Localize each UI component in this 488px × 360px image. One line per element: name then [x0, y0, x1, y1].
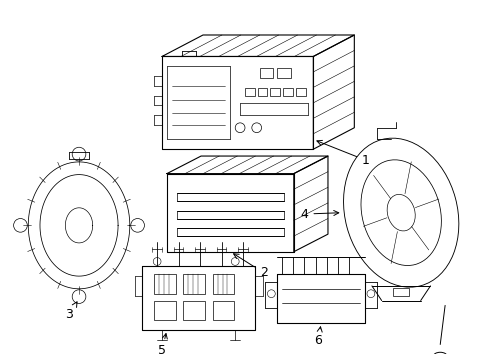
Text: 3: 3	[65, 302, 77, 321]
Bar	[154, 274, 175, 294]
Bar	[212, 301, 234, 320]
Bar	[432, 356, 446, 360]
Bar	[259, 68, 273, 78]
Text: 4: 4	[300, 208, 338, 221]
Bar	[244, 88, 254, 95]
Bar	[283, 88, 292, 95]
Text: 1: 1	[316, 140, 369, 167]
Bar	[270, 88, 280, 95]
Bar	[212, 274, 234, 294]
Bar	[392, 288, 408, 296]
Bar	[295, 88, 305, 95]
Bar	[257, 88, 267, 95]
Bar	[183, 301, 204, 320]
Bar	[183, 274, 204, 294]
Bar	[154, 301, 175, 320]
Text: 2: 2	[233, 254, 267, 279]
Bar	[277, 68, 290, 78]
Text: 6: 6	[314, 327, 322, 347]
Text: 5: 5	[158, 334, 167, 357]
